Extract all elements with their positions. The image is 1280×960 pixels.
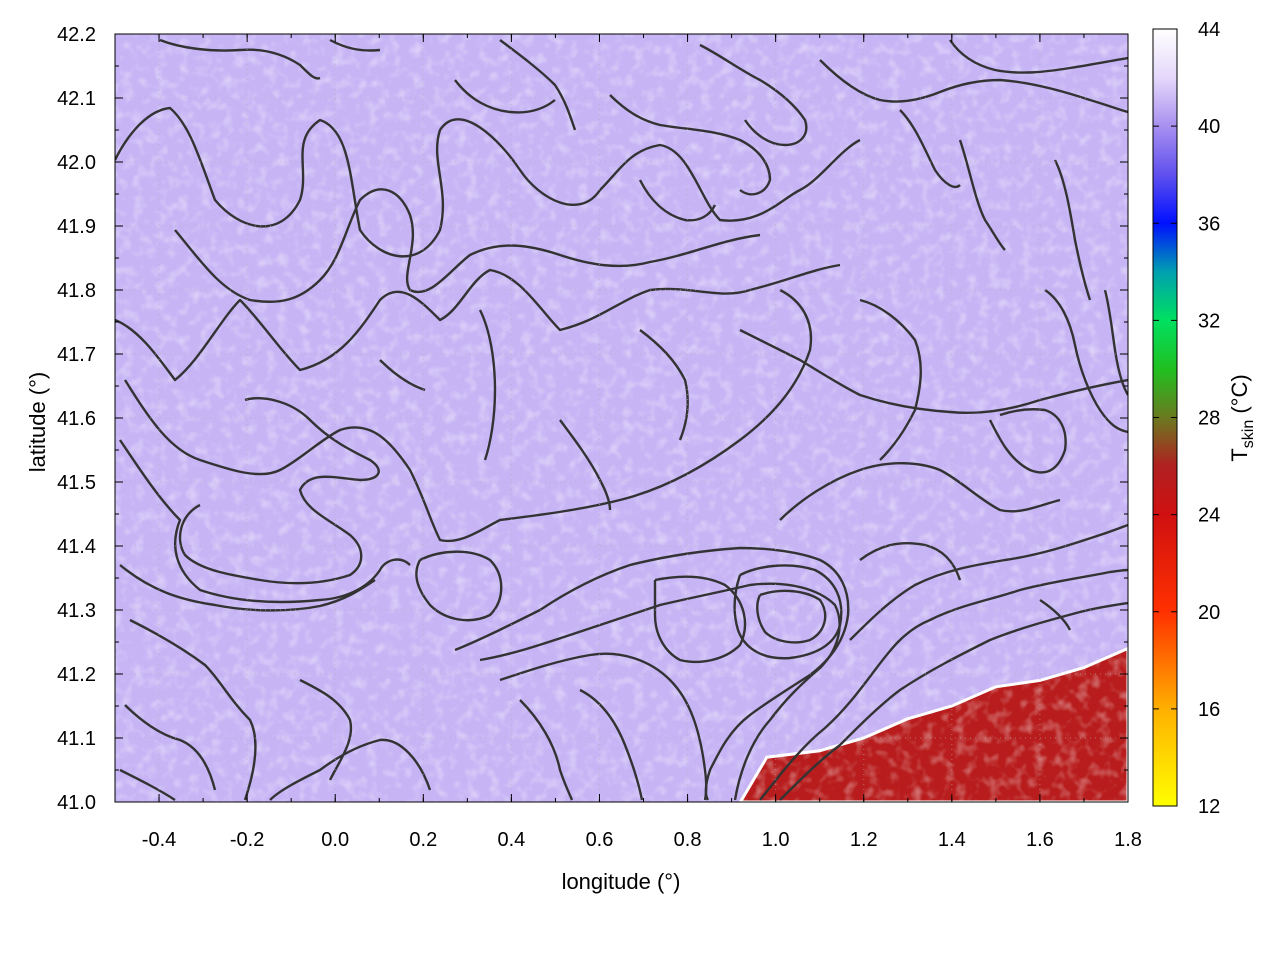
contour-line xyxy=(454,79,556,114)
colorbar-tick-label: 28 xyxy=(1198,408,1220,430)
contour-line xyxy=(638,179,717,222)
contour-line xyxy=(129,618,257,801)
contour-line xyxy=(379,359,426,392)
contour-line xyxy=(756,589,827,644)
contour-line xyxy=(859,298,922,461)
y-tick-label: 41.8 xyxy=(57,280,96,302)
contour-line xyxy=(119,564,376,612)
contour-line xyxy=(759,568,1128,801)
contour-line xyxy=(639,329,689,441)
colorbar-tick-label: 12 xyxy=(1198,796,1220,818)
heatmap-texture xyxy=(115,34,1128,802)
x-tick-label: 0.8 xyxy=(674,829,702,851)
y-tick-label: 41.7 xyxy=(57,344,96,366)
x-tick-label: 0.4 xyxy=(497,829,525,851)
colorbar-tick-label: 40 xyxy=(1198,116,1220,138)
contour-line xyxy=(329,38,381,52)
contour-line xyxy=(849,523,1128,641)
contour-line xyxy=(699,43,808,147)
x-tick-label: 0.2 xyxy=(409,829,437,851)
y-tick-label: 41.4 xyxy=(57,536,96,558)
colorbar-tick-label: 44 xyxy=(1198,19,1220,41)
y-tick-label: 41.5 xyxy=(57,472,96,494)
contour-line xyxy=(653,575,747,664)
colorbar-tick-label: 16 xyxy=(1198,699,1220,721)
contour-line xyxy=(174,188,761,303)
contour-line xyxy=(559,419,612,511)
colorbar-tick-label: 20 xyxy=(1198,602,1220,624)
contour-line xyxy=(739,328,1128,415)
y-tick-label: 42.1 xyxy=(57,88,96,110)
y-tick-label: 41.2 xyxy=(57,664,96,686)
contour-line xyxy=(1103,289,1128,396)
contour-line xyxy=(779,601,1128,801)
contour-line xyxy=(115,106,861,258)
y-axis-ticks: 41.0 41.1 41.2 41.3 41.4 41.5 41.6 41.7 41.8 41.9… xyxy=(57,24,1128,814)
x-axis-ticks: -0.4 -0.2 0.0 0.2 0.4 0.6 0.8 1.0 1.2 1.4 1.6 1.8 xyxy=(114,34,1142,851)
x-tick-label: 1.8 xyxy=(1114,829,1142,851)
contour-line xyxy=(1039,599,1072,631)
contour-line xyxy=(119,768,176,801)
y-tick-label: 42.2 xyxy=(57,24,96,46)
contour-line xyxy=(299,678,353,781)
contour-line xyxy=(733,564,843,660)
y-axis-title: latitude (°) xyxy=(25,372,50,473)
colorbar-tick-label: 36 xyxy=(1198,213,1220,235)
y-tick-label: 41.9 xyxy=(57,216,96,238)
x-tick-label: -0.2 xyxy=(230,829,264,851)
y-tick-label: 41.0 xyxy=(57,792,96,814)
contour-line xyxy=(1053,159,1092,301)
x-tick-label: 1.6 xyxy=(1026,829,1054,851)
contour-line xyxy=(499,39,577,131)
x-tick-label: 1.2 xyxy=(850,829,878,851)
contour-line xyxy=(479,582,841,801)
contour-line xyxy=(119,439,411,604)
colorbar-tick-label: 24 xyxy=(1198,505,1220,527)
contour-line xyxy=(499,652,708,801)
x-tick-label: 1.4 xyxy=(938,829,966,851)
contour-line xyxy=(269,738,432,801)
contour-line xyxy=(819,59,1128,114)
contour-line xyxy=(899,109,961,189)
y-tick-label: 42.0 xyxy=(57,152,96,174)
contour-line xyxy=(579,688,644,801)
contour-line xyxy=(779,462,1061,521)
contour-line xyxy=(519,699,574,801)
y-tick-label: 41.6 xyxy=(57,408,96,430)
contour-line xyxy=(958,139,1006,251)
contour-line xyxy=(159,38,321,80)
colorbar-title: Tskin (°C) xyxy=(1227,374,1257,461)
colorbar: 12 16 20 24 28 32 36 40 44 xyxy=(1152,19,1220,818)
contour-line xyxy=(124,704,217,791)
contour-line xyxy=(478,309,497,461)
contour-line xyxy=(609,94,772,196)
contour-line xyxy=(949,39,1128,74)
heatmap-field xyxy=(115,34,1128,802)
colorbar-tick-label: 32 xyxy=(1198,310,1220,332)
y-tick-label: 41.1 xyxy=(57,728,96,750)
x-tick-label: 0.6 xyxy=(586,829,614,851)
x-axis-title: longitude (°) xyxy=(562,869,681,894)
x-tick-label: 1.0 xyxy=(762,829,790,851)
x-tick-label: -0.4 xyxy=(142,829,176,851)
x-tick-label: 0.0 xyxy=(321,829,349,851)
contour-line xyxy=(178,397,380,585)
contour-line xyxy=(454,546,850,801)
contour-line xyxy=(1044,289,1128,434)
y-tick-label: 41.3 xyxy=(57,600,96,622)
contour-line xyxy=(988,408,1067,474)
contour-line xyxy=(859,541,962,581)
